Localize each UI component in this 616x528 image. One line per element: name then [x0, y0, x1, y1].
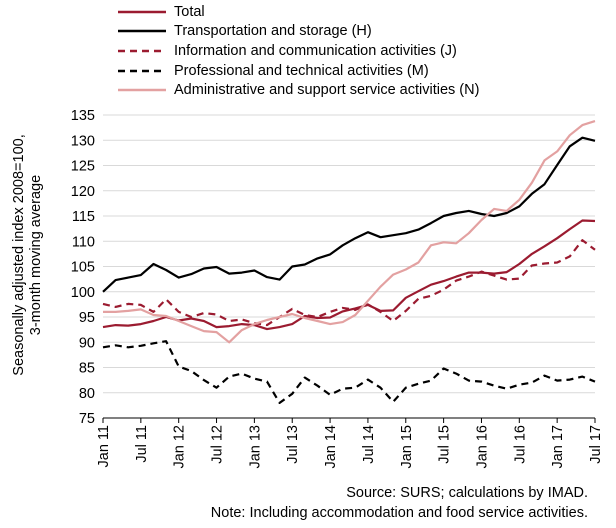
- legend-label: Administrative and support service activ…: [174, 82, 480, 99]
- series-line-administrative: [103, 120, 596, 344]
- x-tick-label: Jan 15: [399, 425, 415, 469]
- source-note: Source: SURS; calculations by IMAD.: [346, 485, 588, 501]
- legend-swatch-professional: [118, 69, 166, 72]
- y-axis-label-line1: Seasonally adjusted index 2008=100,: [11, 134, 27, 376]
- y-axis-label: Seasonally adjusted index 2008=100, 3-mo…: [8, 90, 48, 420]
- y-tick-label: 95: [79, 310, 95, 326]
- y-tick-label: 85: [79, 361, 95, 377]
- y-tick-label: 80: [79, 386, 95, 402]
- footnote: Note: Including accommodation and food s…: [210, 505, 588, 521]
- legend: Total Transportation and storage (H) Inf…: [118, 2, 479, 100]
- chart-notes: Source: SURS; calculations by IMAD. Note…: [211, 483, 588, 523]
- x-tick-label: Jul 17: [588, 425, 604, 464]
- y-tick-label: 125: [71, 159, 95, 175]
- series-line-information: [102, 239, 596, 327]
- x-tick-label: Jul 15: [437, 425, 453, 464]
- legend-item-professional: Professional and technical activities (M…: [118, 61, 479, 81]
- legend-label: Professional and technical activities (M…: [174, 62, 429, 79]
- legend-label: Total: [174, 3, 205, 20]
- x-tick-label: Jul 13: [285, 425, 301, 464]
- y-tick-label: 105: [71, 260, 95, 276]
- y-tick-label: 135: [71, 108, 95, 124]
- series-line-transportation: [102, 136, 596, 293]
- x-tick-label: Jul 12: [210, 425, 226, 464]
- x-axis: Jan 11 Jul 11 Jan 12 Jul 12 Jan 13 Jul 13 Jan …: [96, 417, 604, 469]
- y-axis-label-line2: 3-month moving average: [28, 174, 44, 336]
- legend-label: Transportation and storage (H): [174, 23, 372, 40]
- y-tick-label: 130: [71, 133, 95, 149]
- x-tick-label: Jan 12: [172, 425, 188, 469]
- y-tick-label: 75: [79, 411, 95, 427]
- y-tick-label: 90: [79, 335, 95, 351]
- series-line-professional: [102, 340, 596, 404]
- legend-swatch-total: [118, 10, 166, 13]
- y-tick-label: 110: [72, 234, 95, 250]
- legend-item-transportation: Transportation and storage (H): [118, 22, 479, 42]
- x-tick-label: Jan 16: [474, 425, 490, 469]
- x-tick-label: Jul 16: [512, 425, 528, 464]
- x-tick-label: Jul 14: [361, 425, 377, 464]
- legend-swatch-administrative: [118, 88, 166, 92]
- gridlines: [103, 114, 595, 419]
- y-tick-label: 100: [71, 285, 95, 301]
- legend-item-information: Information and communication activities…: [118, 41, 479, 61]
- x-tick-label: Jan 11: [96, 425, 112, 467]
- y-axis: 75 80 85 90 95 100 105 110 115 120 125 130 135: [71, 108, 95, 427]
- x-tick-label: Jul 11: [134, 425, 150, 463]
- legend-swatch-information: [118, 49, 166, 53]
- legend-label: Information and communication activities…: [174, 42, 457, 59]
- y-tick-label: 115: [72, 209, 95, 225]
- y-tick-label: 120: [71, 184, 95, 200]
- x-tick-label: Jan 17: [550, 425, 566, 469]
- legend-swatch-transportation: [118, 30, 166, 33]
- legend-item-administrative: Administrative and support service activ…: [118, 80, 479, 100]
- x-tick-label: Jan 13: [247, 425, 263, 469]
- series-lines: [102, 120, 596, 404]
- series-line-total: [102, 219, 596, 331]
- legend-item-total: Total: [118, 2, 479, 22]
- x-tick-label: Jan 14: [323, 425, 339, 469]
